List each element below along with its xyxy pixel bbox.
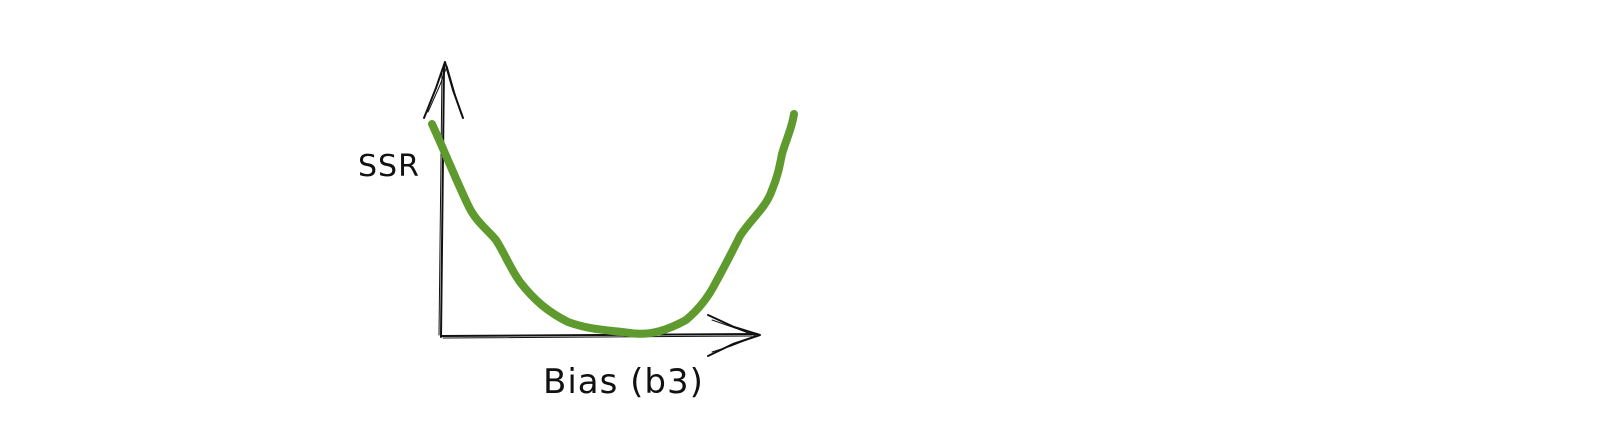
ssr-curve — [428, 110, 798, 338]
y-axis-label: SSR — [358, 149, 420, 184]
x-axis-line-sketch — [442, 335, 753, 339]
y-axis-line — [440, 65, 445, 338]
y-axis-line-sketch — [438, 69, 443, 336]
x-axis-line — [440, 333, 758, 337]
y-axis-arrowhead-sketch — [427, 65, 462, 115]
x-axis-label: Bias (b3) — [543, 362, 704, 402]
x-axis — [440, 314, 761, 357]
y-axis — [423, 61, 464, 338]
x-axis-arrowhead-sketch — [711, 319, 757, 353]
